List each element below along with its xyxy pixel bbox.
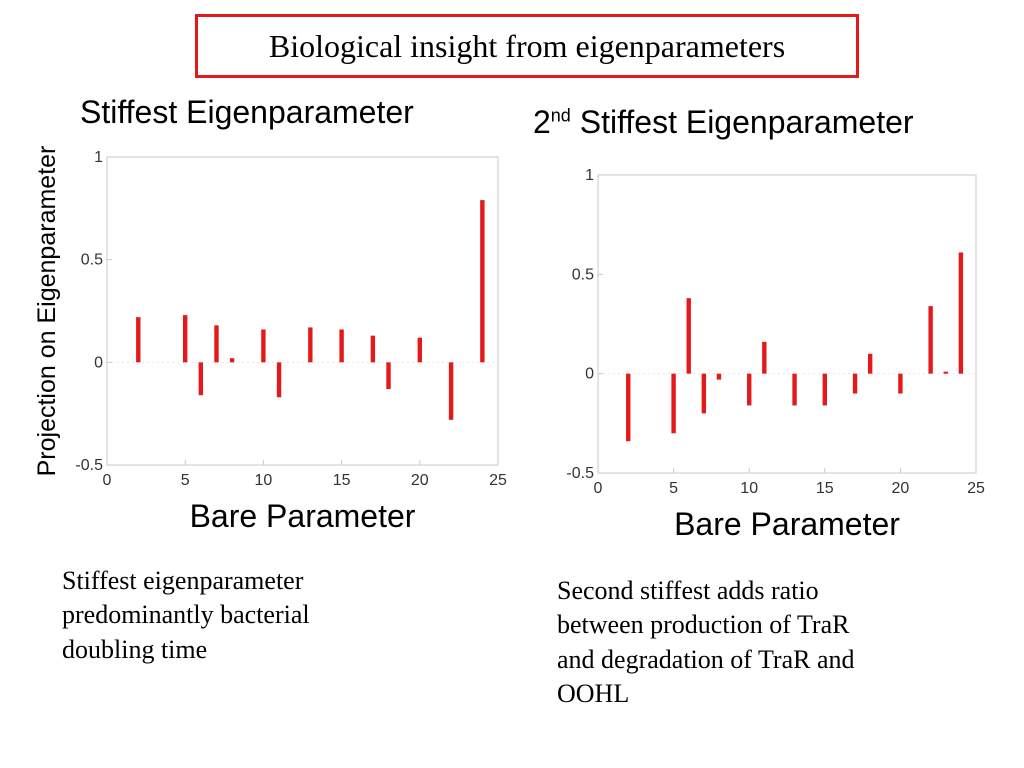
right-bar — [671, 373, 676, 434]
right-plot-frame — [597, 174, 977, 474]
left-bar — [183, 315, 188, 363]
right-xtick-label: 20 — [892, 480, 910, 497]
left-ytick-label: 1 — [94, 149, 103, 166]
left-xtick-label: 15 — [333, 472, 351, 489]
right-bar — [898, 373, 903, 394]
left-xtick-label: 25 — [489, 472, 507, 489]
left-bar — [480, 200, 485, 363]
left-bar — [448, 362, 454, 420]
right-bar — [867, 353, 873, 374]
left-chart-title: Stiffest Eigenparameter — [80, 94, 414, 130]
right-caption: Second stiffest adds ratio between produ… — [557, 574, 855, 711]
right-bar — [792, 373, 797, 406]
slide-title: Biological insight from eigenparameters — [195, 14, 859, 78]
left-bar — [261, 329, 266, 363]
right-bar — [686, 298, 691, 374]
left-xlabel: Bare Parameter — [190, 498, 416, 534]
right-title-sup: nd — [550, 105, 571, 126]
left-caption: Stiffest eigenparameter predominantly ba… — [62, 564, 310, 667]
right-xtick-label: 0 — [594, 480, 603, 497]
right-bar — [852, 373, 858, 394]
left-xtick-label: 5 — [181, 472, 190, 489]
left-ytick-label: -0.5 — [75, 457, 103, 474]
right-caption-line: and degradation of TraR and — [557, 644, 855, 674]
right-ytick-label: 1 — [585, 167, 594, 184]
right-xtick-label: 5 — [669, 480, 678, 497]
right-caption-line: OOHL — [557, 678, 630, 708]
left-plot-frame — [106, 156, 499, 466]
right-xtick-label: 15 — [816, 480, 834, 497]
right-ytick-label: 0 — [585, 366, 594, 383]
left-ytick-label: 0.5 — [81, 252, 103, 269]
right-bar — [716, 373, 722, 380]
right-caption-line: between production of TraR — [557, 610, 850, 640]
right-xtick-label: 25 — [967, 480, 985, 497]
right-bar — [822, 373, 827, 406]
right-bar — [928, 306, 933, 374]
left-caption-line: doubling time — [62, 634, 208, 664]
left-ylabel: Projection on Eigenparameter — [33, 146, 61, 477]
right-title-prefix: 2 — [533, 104, 551, 140]
left-bar — [198, 362, 204, 396]
right-title-rest: Stiffest Eigenparameter — [570, 104, 914, 140]
right-bar — [747, 373, 752, 406]
left-bar — [339, 329, 344, 363]
left-ytick-label: 0 — [94, 354, 103, 371]
right-bar — [943, 371, 948, 374]
right-xlabel: Bare Parameter — [674, 506, 900, 542]
left-bar — [214, 325, 219, 363]
left-bar — [386, 362, 391, 390]
left-bar — [136, 317, 141, 363]
left-caption-line: predominantly bacterial — [62, 600, 310, 630]
left-xtick-label: 0 — [103, 472, 112, 489]
left-bar — [276, 362, 282, 398]
left-bar — [417, 337, 422, 363]
right-bar — [762, 341, 767, 374]
left-bar — [229, 358, 235, 363]
left-xtick-label: 20 — [411, 472, 429, 489]
left-xtick-label: 10 — [255, 472, 273, 489]
left-bar — [370, 335, 376, 363]
right-bar — [958, 252, 964, 374]
right-xtick-label: 10 — [740, 480, 758, 497]
left-bar — [308, 327, 313, 363]
right-ytick-label: -0.5 — [566, 465, 594, 482]
right-bar — [701, 373, 707, 414]
slide-title-text: Biological insight from eigenparameters — [268, 27, 786, 64]
right-ytick-label: 0.5 — [572, 266, 594, 283]
right-chart-title: 2nd Stiffest Eigenparameter — [533, 104, 914, 141]
left-caption-line: Stiffest eigenparameter — [62, 566, 304, 595]
right-caption-line: Second stiffest adds ratio — [557, 576, 819, 605]
right-bar — [626, 373, 631, 442]
